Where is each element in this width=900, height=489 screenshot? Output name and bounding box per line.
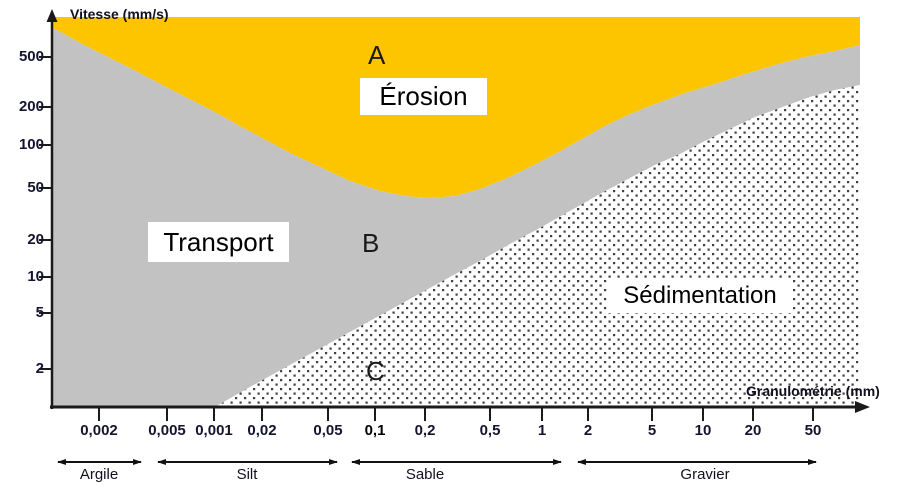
region-letter-b: B — [362, 228, 380, 258]
x-tick-label: 0,2 — [414, 422, 436, 439]
sedimentation-label: Sédimentation — [607, 278, 793, 313]
x-tick-label: 2 — [583, 422, 593, 439]
x-tick-label: 5 — [647, 422, 657, 439]
size-class-argile: Argile — [79, 466, 119, 483]
y-tick-label: 2 — [35, 360, 44, 377]
x-tick-label: 0,002 — [80, 422, 118, 439]
y-tick-label: 10 — [27, 268, 44, 285]
y-tick-label: 500 — [18, 48, 44, 65]
region-letter-a: A — [368, 40, 386, 70]
transport-label: Transport — [148, 222, 289, 262]
x-tick-label: 0,1 — [364, 422, 386, 439]
y-tick-label: 20 — [27, 231, 44, 248]
transport-region — [53, 28, 860, 407]
x-axis-title: Granulométrie (mm) — [746, 383, 880, 399]
y-tick-label: 5 — [35, 304, 44, 321]
y-tick-label: 200 — [18, 98, 44, 115]
y-tick-label: 100 — [18, 136, 44, 153]
y-axis-arrow — [46, 9, 58, 22]
sedimentation-region — [215, 85, 860, 407]
y-axis-title: Vitesse (mm/s) — [70, 6, 169, 22]
x-tick-marks — [98, 407, 814, 421]
x-tick-label: 0,001 — [195, 422, 233, 439]
x-tick-label: 50 — [804, 422, 822, 439]
x-tick-label: 0,005 — [148, 422, 186, 439]
size-class-sable: Sable — [405, 466, 445, 483]
x-tick-label: 0,05 — [313, 422, 343, 439]
x-tick-label: 0,5 — [479, 422, 501, 439]
x-tick-label: 0,02 — [247, 422, 277, 439]
erosion-label: Érosion — [360, 78, 487, 115]
size-class-gravier: Gravier — [680, 466, 730, 483]
region-letter-c: C — [366, 356, 385, 386]
x-tick-label: 20 — [744, 422, 762, 439]
x-tick-label: 1 — [537, 422, 547, 439]
x-tick-label: 10 — [694, 422, 712, 439]
size-class-silt: Silt — [236, 466, 258, 483]
x-axis-arrow — [855, 401, 870, 413]
y-tick-marks — [39, 56, 53, 370]
y-tick-label: 50 — [27, 179, 44, 196]
